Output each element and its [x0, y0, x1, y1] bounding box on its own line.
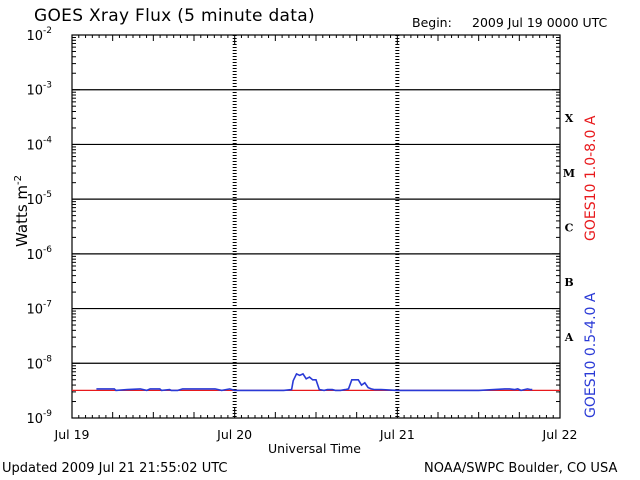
flare-class-label: B	[564, 276, 573, 289]
legend-long-channel: GOES10 1.0-8.0 A	[583, 115, 599, 241]
plot-frame	[71, 34, 561, 419]
flare-class-label: X	[565, 112, 574, 125]
credit-text: NOAA/SWPC Boulder, CO USA	[424, 461, 618, 476]
x-tick-label: Jul 21	[379, 427, 415, 442]
y-tick-label: 10-7	[26, 300, 52, 318]
x-tick-label: Jul 19	[54, 427, 90, 442]
flare-class-label: A	[564, 331, 574, 344]
y-tick-label: 10-3	[26, 81, 52, 99]
x-tick-label: Jul 22	[542, 427, 578, 442]
x-axis-label: Universal Time	[268, 441, 361, 456]
chart-title: GOES Xray Flux (5 minute data)	[34, 6, 315, 26]
x-tick-label: Jul 20	[216, 427, 252, 442]
begin-label: Begin:	[412, 15, 452, 30]
y-tick-label: 10-6	[26, 245, 52, 263]
begin-value: 2009 Jul 19 0000 UTC	[472, 15, 608, 30]
y-tick-label: 10-5	[26, 190, 52, 208]
y-tick-label: 10-9	[26, 409, 52, 427]
y-tick-label: 10-8	[26, 354, 52, 372]
flare-class-label: C	[565, 222, 574, 235]
y-tick-label: 10-2	[26, 26, 52, 44]
legend-short-channel: GOES10 0.5-4.0 A	[583, 292, 599, 418]
updated-timestamp: Updated 2009 Jul 21 21:55:02 UTC	[2, 461, 228, 476]
y-axis-label: Watts m-2	[13, 174, 31, 247]
y-tick-label: 10-4	[26, 135, 52, 153]
flare-class-label: M	[563, 167, 575, 180]
series-short-line	[96, 372, 533, 392]
